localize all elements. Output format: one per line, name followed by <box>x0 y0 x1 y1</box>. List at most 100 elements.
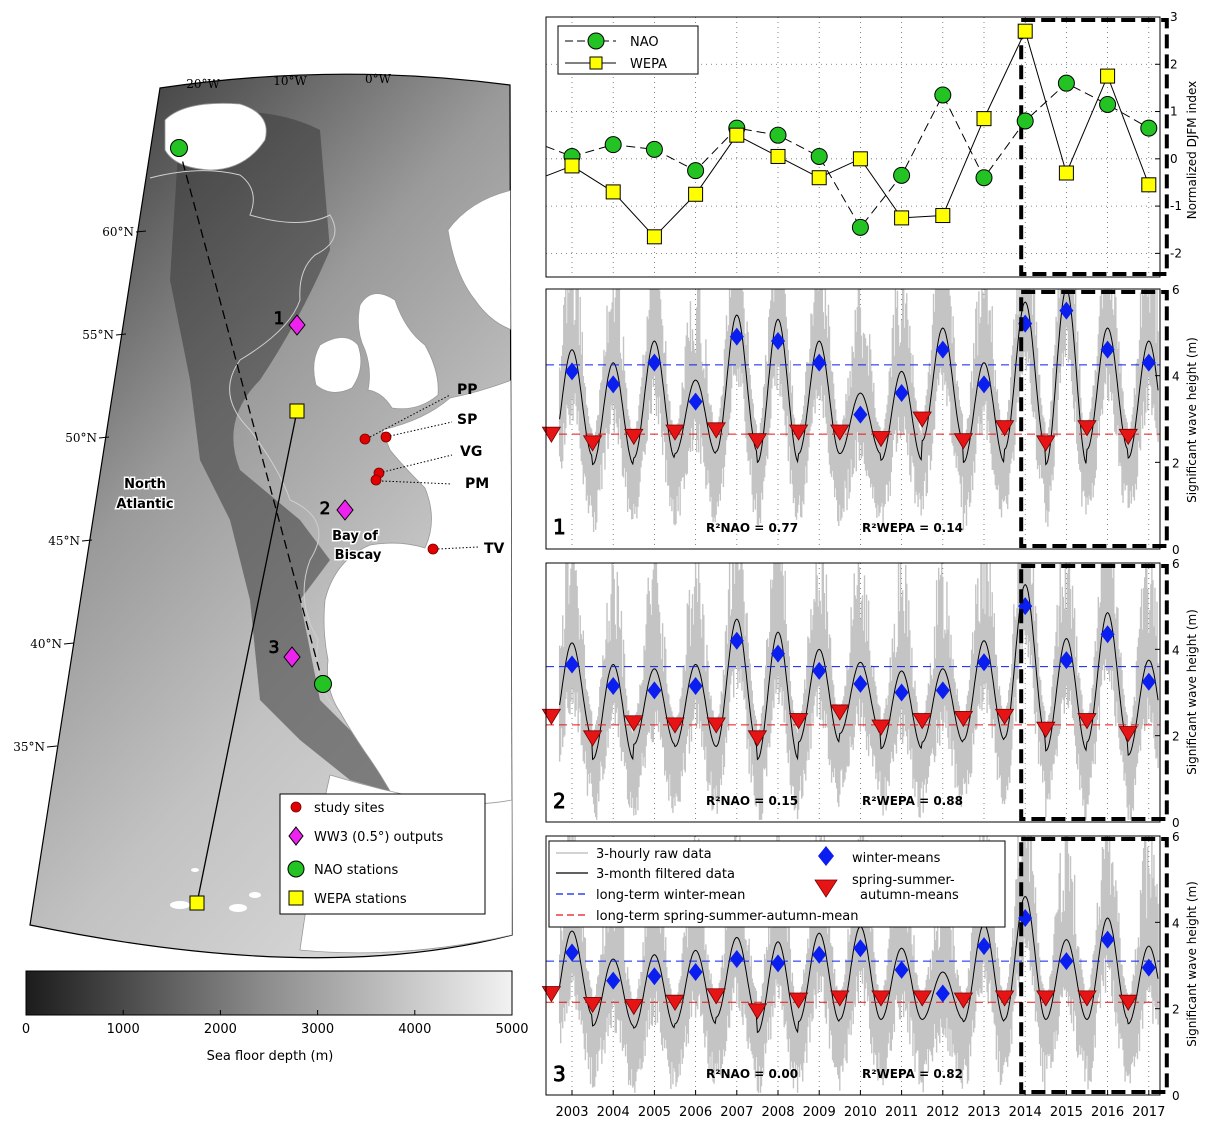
isobath <box>149 170 336 501</box>
spring-mean-point <box>994 990 1015 1007</box>
winter-mean-point <box>977 375 991 394</box>
region-label: North <box>124 477 166 492</box>
spring-mean-point <box>582 730 603 747</box>
spring-mean-point <box>706 717 726 734</box>
spring-mean-point <box>830 704 850 721</box>
winter-mean-point <box>935 984 950 1003</box>
spring-mean-point <box>541 986 562 1003</box>
wepa-point <box>1100 68 1116 84</box>
r2-nao-label: R²NAO = 0.00 <box>706 1067 798 1081</box>
x-tick-label: 2008 <box>761 1105 794 1120</box>
colorbar-tick-label: 5000 <box>495 1022 528 1037</box>
site-label: SP <box>457 412 477 428</box>
nao-point <box>975 169 993 187</box>
region-label: Biscay <box>335 548 382 563</box>
lat-label: 60°N <box>102 225 134 239</box>
ww3-output-label: 3 <box>269 638 280 658</box>
lat-label: 40°N <box>30 637 62 651</box>
spring-mean-point <box>1036 990 1056 1007</box>
panel-frame <box>545 16 1161 278</box>
spring-mean-point <box>1118 726 1138 743</box>
map-legend: study sites WW3 (0.5°) outputs NAO stati… <box>279 793 486 915</box>
nao-point <box>810 147 828 165</box>
nao-point <box>687 162 705 180</box>
winter-mean-point <box>853 674 868 693</box>
r2-nao-label: R²NAO = 0.77 <box>706 521 798 535</box>
r2-wepa-label: R²WEPA = 0.82 <box>862 1067 963 1081</box>
nao-dipole-line <box>178 147 324 685</box>
spring-mean-point <box>871 990 891 1007</box>
wepa-point <box>894 210 910 226</box>
y-axis-label: Normalized DJFM index <box>1185 81 1199 220</box>
legend-entry: WW3 (0.5°) outputs <box>314 830 443 845</box>
lat-tick <box>98 436 110 439</box>
legend-entry: NAO stations <box>314 863 398 878</box>
spring-mean-point <box>747 1003 768 1020</box>
y-tick-label: 6 <box>1172 283 1180 297</box>
site-label: PM <box>465 476 489 492</box>
winter-mean-point <box>729 327 744 346</box>
spring-mean-point <box>1036 435 1056 452</box>
x-tick-label: 2003 <box>555 1105 588 1120</box>
winter-mean-point <box>812 353 827 372</box>
y-tick-label: 6 <box>1172 557 1180 571</box>
spring-mean-point <box>747 730 768 747</box>
spring-mean-point <box>953 711 974 728</box>
highlight-box <box>1019 837 1169 1094</box>
x-tick-label: 2013 <box>967 1105 1000 1120</box>
colorbar-label: Sea floor depth (m) <box>207 1049 334 1064</box>
y-tick-label: 0 <box>1172 816 1180 830</box>
winter-mean-point <box>812 945 827 964</box>
winter-mean-point <box>771 332 785 350</box>
winter-mean-point <box>894 683 909 702</box>
iceland <box>164 102 267 171</box>
nao-point <box>851 218 869 236</box>
map-panel: 20°W 10°W 0°W 60°N 55°N 50°N 45°N 40°N 3… <box>13 72 528 1064</box>
nao-point <box>893 166 911 184</box>
island <box>191 868 199 872</box>
lat-label: 35°N <box>13 740 45 754</box>
study-site <box>380 431 392 443</box>
ww3-output: 3 <box>268 638 301 668</box>
site-leader <box>369 394 451 438</box>
panel-label: 3 <box>553 1062 566 1086</box>
nao-station <box>170 139 188 157</box>
legend-entry: 3-month filtered data <box>596 867 735 882</box>
spring-mean-point <box>912 990 932 1007</box>
wepa-point <box>770 148 786 164</box>
spring-mean-point <box>1036 721 1056 738</box>
wepa-point <box>564 158 580 174</box>
x-tick-label: 2010 <box>844 1105 877 1120</box>
ww3-output: 2 <box>319 499 354 521</box>
wepa-point <box>976 111 992 127</box>
ireland <box>313 337 362 393</box>
spring-mean-point <box>788 713 809 730</box>
x-tick-label: 2012 <box>926 1105 959 1120</box>
nao-point <box>1140 119 1158 137</box>
wepa-point <box>1058 165 1074 181</box>
nao-line <box>571 82 1150 229</box>
winter-mean-point <box>1100 340 1115 359</box>
spring-mean-point <box>912 713 932 730</box>
lat-tick <box>81 539 93 542</box>
nao-line-edge <box>545 145 573 157</box>
panel-label: 1 <box>553 515 566 539</box>
colorbar-tick-label: 0 <box>22 1022 30 1037</box>
ww3-output-label: 1 <box>274 309 285 329</box>
nao-point <box>1016 112 1034 130</box>
colorbar-tick-label: 3000 <box>301 1022 334 1037</box>
spring-mean-point <box>624 428 644 446</box>
winter-mean-point <box>894 960 909 979</box>
nao-point <box>1099 95 1117 113</box>
lat-label: 55°N <box>82 328 114 342</box>
region-label: Biscay <box>335 548 382 563</box>
wepa-point <box>1017 23 1033 39</box>
spring-mean-point <box>1118 428 1138 446</box>
panel-frame <box>545 835 1161 1096</box>
winter-mean-point <box>606 375 621 394</box>
spring-mean-point <box>706 422 726 439</box>
spring-mean-point <box>994 420 1015 437</box>
nao-point <box>645 140 663 158</box>
y-tick-label: 4 <box>1172 370 1180 384</box>
wepa-point <box>811 170 827 186</box>
